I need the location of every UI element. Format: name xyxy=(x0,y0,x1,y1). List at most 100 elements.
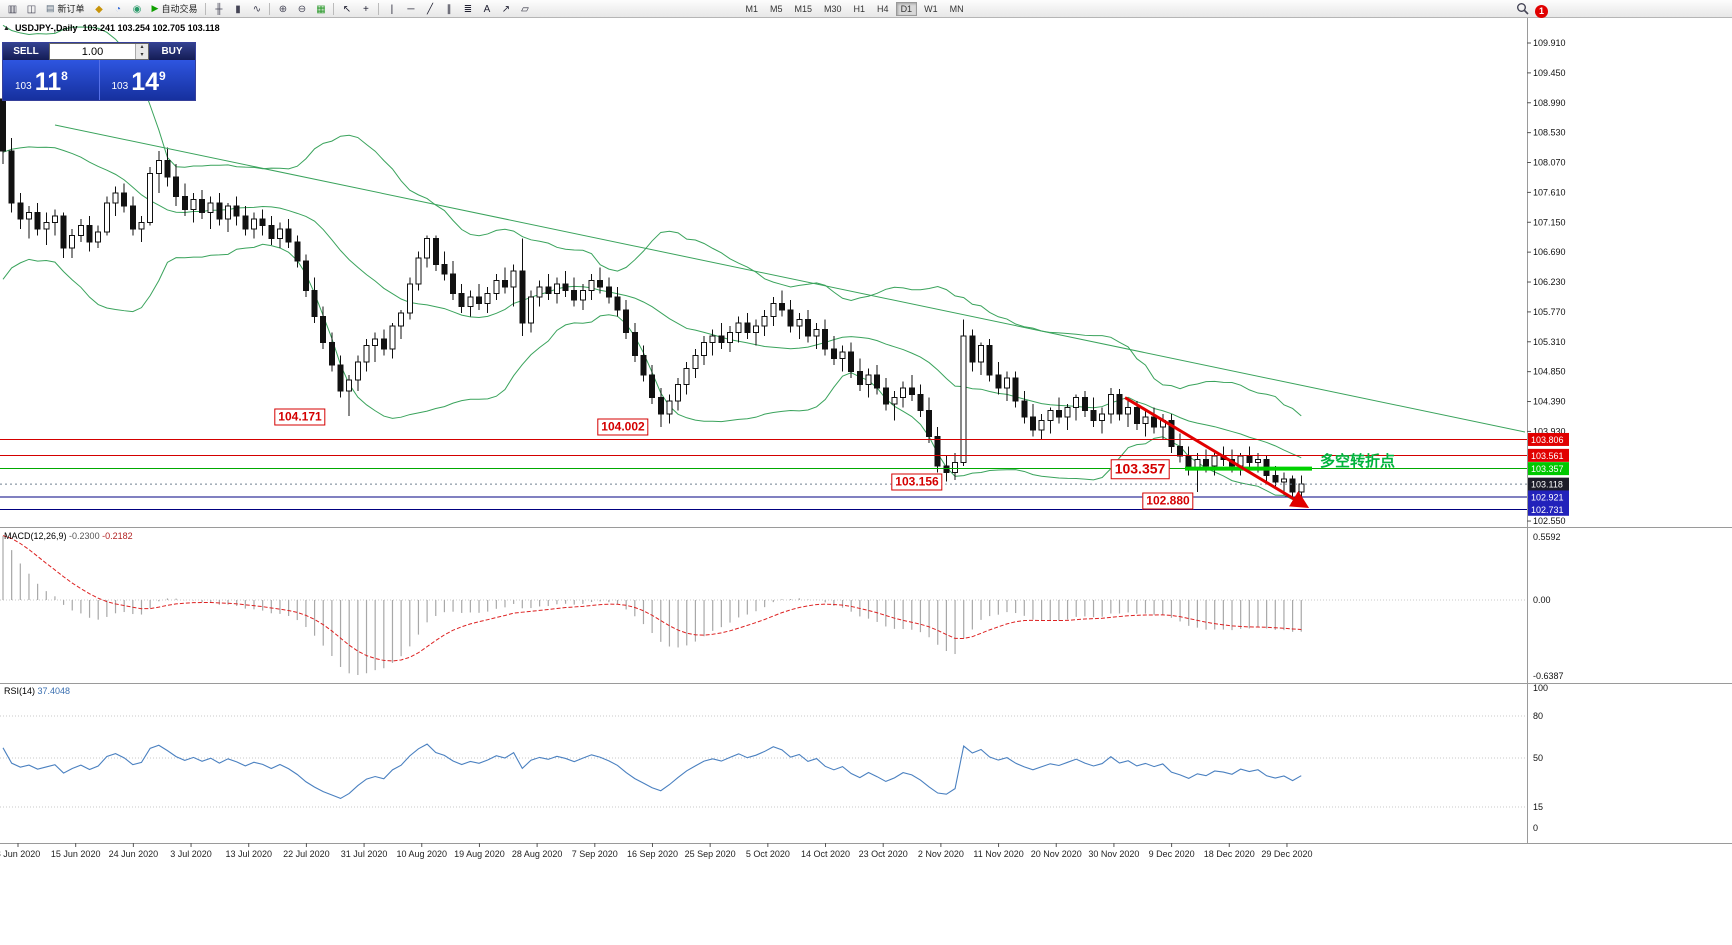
candlestick-mode-icon[interactable]: ▮ xyxy=(235,4,241,15)
svg-text:30 Nov 2020: 30 Nov 2020 xyxy=(1088,849,1139,859)
svg-text:28 Aug 2020: 28 Aug 2020 xyxy=(512,849,563,859)
strategy-tester-icon[interactable]: ◉ xyxy=(132,4,142,15)
price-tag[interactable]: 102.731 xyxy=(1528,502,1569,516)
horizontal-lines xyxy=(0,438,1527,510)
sell-button[interactable]: SELL xyxy=(3,43,49,60)
price-annotation[interactable]: 104.171 xyxy=(274,408,326,426)
arrows-tool-icon[interactable]: ↗ xyxy=(501,4,511,15)
svg-text:100: 100 xyxy=(1533,683,1548,693)
metaeditor-icon[interactable]: ◆ xyxy=(95,4,103,15)
tile-windows-icon[interactable]: ▦ xyxy=(316,4,326,15)
zoom-out-icon[interactable]: ⊖ xyxy=(297,4,307,15)
candles xyxy=(0,95,1305,500)
timeframe-H1[interactable]: H1 xyxy=(853,3,866,14)
volume-input[interactable] xyxy=(50,44,135,59)
zoom-in-icon[interactable]: ⊕ xyxy=(278,4,288,15)
svg-text:80: 80 xyxy=(1533,711,1543,721)
price-annotation[interactable]: 103.156 xyxy=(891,473,943,491)
line-chart-mode-icon[interactable]: ∿ xyxy=(252,4,262,15)
svg-text:106.690: 106.690 xyxy=(1533,247,1566,257)
price-tag[interactable]: 103.806 xyxy=(1528,432,1569,446)
shapes-tool-icon[interactable]: ▱ xyxy=(521,4,529,15)
timeframe-M5[interactable]: M5 xyxy=(769,3,783,14)
svg-text:104.850: 104.850 xyxy=(1533,367,1566,377)
time-axis[interactable]: 8 Jun 2020 15 Jun 2020 24 Jun 2020 3 Jul 20… xyxy=(0,843,1312,859)
volume-up-button[interactable]: ▴ xyxy=(135,44,148,52)
svg-text:19 Aug 2020: 19 Aug 2020 xyxy=(454,849,505,859)
price-tag[interactable]: 103.357 xyxy=(1528,462,1569,476)
timeframe-W1[interactable]: W1 xyxy=(924,3,938,14)
svg-text:108.530: 108.530 xyxy=(1533,128,1566,138)
svg-text:15 Jun 2020: 15 Jun 2020 xyxy=(51,849,101,859)
timeframe-H4[interactable]: H4 xyxy=(877,3,889,14)
timeframe-D1[interactable]: D1 xyxy=(895,1,918,16)
notification-badge[interactable]: 1 xyxy=(1535,4,1548,18)
svg-text:24 Jun 2020: 24 Jun 2020 xyxy=(109,849,159,859)
timeframe-M30[interactable]: M30 xyxy=(824,3,842,14)
turning-point-note[interactable]: 多空转折点 xyxy=(1320,453,1396,470)
rsi-value: 37.4048 xyxy=(37,686,71,696)
toolbar-right: 1 xyxy=(1516,2,1548,20)
svg-text:50: 50 xyxy=(1533,753,1543,763)
svg-text:9 Dec 2020: 9 Dec 2020 xyxy=(1149,849,1195,859)
bar-chart-mode-icon[interactable]: ╫ xyxy=(215,4,223,15)
toolbar-separator xyxy=(378,2,380,15)
svg-text:107.150: 107.150 xyxy=(1533,217,1566,227)
svg-text:109.910: 109.910 xyxy=(1533,38,1566,48)
price-tag[interactable]: 102.921 xyxy=(1528,490,1569,504)
volume-box: ▴ ▾ xyxy=(49,43,149,60)
autotrading-button[interactable]: ▶ 自动交易 xyxy=(147,1,203,16)
horizontal-line-icon[interactable]: ─ xyxy=(407,4,415,15)
price-tag[interactable]: 103.118 xyxy=(1528,477,1569,491)
volume-down-button[interactable]: ▾ xyxy=(135,51,148,59)
macd-panel: 0.5592 0.00 -0.6387 xyxy=(0,532,1564,681)
price-annotation[interactable]: 103.357 xyxy=(1110,459,1170,479)
vertical-line-icon[interactable]: | xyxy=(390,4,394,15)
fibonacci-icon[interactable]: ≣ xyxy=(463,4,473,15)
svg-text:106.230: 106.230 xyxy=(1533,277,1566,287)
buy-price[interactable]: 103 14 9 xyxy=(98,60,196,100)
cursor-icon[interactable]: ↖ xyxy=(342,4,352,15)
svg-text:-0.6387: -0.6387 xyxy=(1533,671,1564,681)
terminal-icon[interactable]: ◔ xyxy=(115,4,122,15)
price-annotation[interactable]: 102.880 xyxy=(1142,492,1194,510)
rsi-name: RSI(14) xyxy=(4,686,36,696)
crosshair-icon[interactable]: + xyxy=(363,4,369,15)
svg-text:23 Oct 2020: 23 Oct 2020 xyxy=(859,849,908,859)
svg-text:108.070: 108.070 xyxy=(1533,158,1566,168)
svg-text:0.5592: 0.5592 xyxy=(1533,532,1561,542)
svg-text:103.357: 103.357 xyxy=(1531,464,1564,474)
svg-text:20 Nov 2020: 20 Nov 2020 xyxy=(1031,849,1082,859)
profiles-icon[interactable]: ◫ xyxy=(26,4,37,15)
volume-spinner: ▴ ▾ xyxy=(135,44,148,59)
sell-price[interactable]: 103 11 8 xyxy=(3,60,99,100)
svg-text:103.561: 103.561 xyxy=(1531,451,1564,461)
rsi-indicator-label: RSI(14) 37.4048 xyxy=(4,686,70,696)
timeframe-M1[interactable]: M1 xyxy=(745,3,758,14)
svg-text:15: 15 xyxy=(1533,802,1543,812)
trade-panel-controls: SELL ▴ ▾ BUY xyxy=(3,43,195,60)
chart-window-icon[interactable]: ▥ xyxy=(7,4,18,15)
svg-text:109.450: 109.450 xyxy=(1533,68,1566,78)
ohlc-values: 103.241 103.254 102.705 103.118 xyxy=(82,23,220,33)
collapse-icon[interactable]: ▲ xyxy=(3,24,10,32)
price-tag[interactable]: 103.561 xyxy=(1528,448,1569,462)
buy-button[interactable]: BUY xyxy=(149,43,195,60)
toolbar-separator xyxy=(205,2,207,15)
svg-text:31 Jul 2020: 31 Jul 2020 xyxy=(341,849,388,859)
new-order-button[interactable]: ▤ 新订单 xyxy=(41,1,90,16)
sell-price-big: 11 xyxy=(34,68,62,96)
search-icon[interactable] xyxy=(1516,2,1529,20)
text-tool-icon[interactable]: A xyxy=(483,4,491,15)
timeframe-M15[interactable]: M15 xyxy=(794,3,813,14)
trendline-icon[interactable]: ╱ xyxy=(426,4,433,15)
timeframe-MN[interactable]: MN xyxy=(949,3,964,14)
svg-text:13 Jul 2020: 13 Jul 2020 xyxy=(225,849,272,859)
price-scale[interactable]: 109.910 109.450 108.990 108.530 108.070 107.6… xyxy=(1527,38,1569,526)
svg-text:104.390: 104.390 xyxy=(1533,397,1566,407)
price-annotation[interactable]: 104.002 xyxy=(597,418,649,436)
svg-text:3 Jul 2020: 3 Jul 2020 xyxy=(170,849,212,859)
channel-icon[interactable]: ∥ xyxy=(446,4,452,15)
